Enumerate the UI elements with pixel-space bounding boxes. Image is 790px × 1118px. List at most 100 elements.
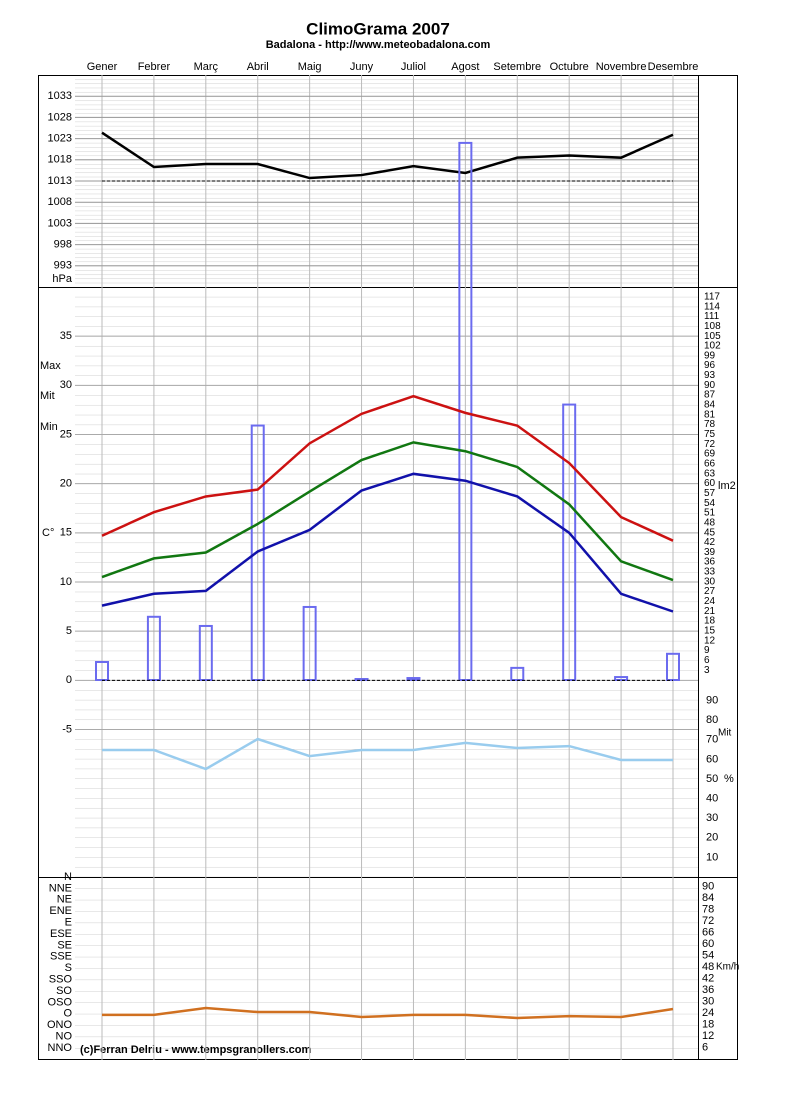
- legend-label: Mit: [40, 390, 55, 402]
- y-axis-label: C°: [42, 527, 54, 539]
- y2-tick-label: 48: [704, 517, 716, 528]
- y2-tick-label: 36: [704, 557, 716, 568]
- y2-tick-label: 102: [704, 341, 721, 352]
- y2-tick-label: 81: [704, 409, 716, 420]
- x-tick-label: Juliol: [401, 61, 426, 73]
- x-tick-label: Desembre: [648, 61, 699, 73]
- y-tick-label: 20: [60, 478, 72, 490]
- y2-tick-label: 117: [704, 291, 720, 302]
- x-tick-label: Agost: [451, 61, 479, 73]
- y2-tick-label: 24: [702, 1007, 714, 1019]
- x-tick-label: Febrer: [138, 61, 171, 73]
- x-tick-label: Setembre: [493, 61, 541, 73]
- y2-tick-label: 21: [704, 606, 716, 617]
- y2-tick-label: 42: [704, 537, 716, 548]
- y2-tick-label: 99: [704, 350, 716, 361]
- direction-label: ONO: [47, 1019, 73, 1031]
- y2-tick-label: 111: [704, 311, 720, 322]
- direction-label: NE: [57, 894, 72, 906]
- y2-tick-label: 96: [704, 360, 716, 371]
- legend-label: Min: [40, 421, 58, 433]
- y-tick-label: 15: [60, 527, 72, 539]
- x-tick-label: Març: [194, 61, 219, 73]
- y-tick-label: 1018: [48, 154, 72, 166]
- direction-label: NNE: [49, 882, 72, 894]
- y-tick-label: 1033: [48, 90, 72, 102]
- y2-tick-label: 45: [704, 527, 716, 538]
- pressure-line: [101, 131, 674, 180]
- y2-tick-label: 51: [704, 508, 716, 519]
- y2-axis-label: Km/h: [716, 962, 739, 973]
- temperature-line: [101, 472, 674, 613]
- x-tick-label: Octubre: [550, 61, 589, 73]
- y-axis-label: hPa: [52, 273, 72, 285]
- y2-tick-label: 30: [706, 812, 718, 824]
- y2-tick-label: 27: [704, 586, 716, 597]
- y2-tick-label: 3: [704, 665, 710, 676]
- y2-tick-label: 10: [706, 851, 718, 863]
- y2-tick-label: 108: [704, 321, 721, 332]
- y2-tick-label: 66: [704, 458, 716, 469]
- y2-tick-label: 40: [706, 793, 718, 805]
- direction-label: O: [63, 1008, 72, 1020]
- direction-label: SSO: [49, 974, 73, 986]
- y2-tick-label: 12: [704, 635, 716, 646]
- y2-tick-label: 18: [704, 616, 716, 627]
- direction-label: NO: [56, 1031, 73, 1043]
- precipitation-bar: [614, 676, 629, 681]
- y2-tick-label: 72: [702, 915, 714, 927]
- y2-tick-label: 39: [704, 547, 716, 558]
- y2-tick-label: 78: [702, 903, 714, 915]
- y2-tick-label: 75: [704, 429, 716, 440]
- direction-label: SE: [57, 939, 72, 951]
- direction-label: NNO: [48, 1042, 73, 1054]
- y2-tick-label: 114: [704, 301, 720, 312]
- precipitation-bar: [406, 677, 421, 681]
- y2-tick-label: 15: [704, 626, 716, 637]
- y2-tick-label: 72: [704, 439, 716, 450]
- y2-tick-label: 80: [706, 714, 718, 726]
- y2-tick-label: 84: [704, 400, 716, 411]
- y2-axis-label: %: [724, 773, 734, 785]
- y2-tick-label: 6: [702, 1041, 708, 1053]
- direction-label: ESE: [50, 928, 72, 940]
- y2-tick-label: 90: [702, 880, 714, 892]
- y2-tick-label: 93: [704, 370, 716, 381]
- temperature-line: [101, 441, 674, 582]
- y-tick-label: 25: [60, 428, 72, 440]
- y2-tick-label: 69: [704, 449, 716, 460]
- y-tick-label: 1008: [48, 196, 72, 208]
- direction-label: SSE: [50, 951, 72, 963]
- y-tick-label: 993: [54, 260, 72, 272]
- y2-tick-label: 24: [704, 596, 716, 607]
- direction-label: N: [64, 871, 72, 883]
- y2-tick-label: 30: [702, 995, 714, 1007]
- y2-tick-label: 18: [702, 1018, 714, 1030]
- y2-tick-label: 60: [706, 753, 718, 765]
- y2-tick-label: 60: [704, 478, 716, 489]
- y2-tick-label: 84: [702, 892, 714, 904]
- precipitation-bar: [354, 678, 369, 682]
- direction-label: SO: [56, 985, 72, 997]
- y2-tick-label: 9: [704, 645, 710, 656]
- legend-label: Mit: [718, 728, 732, 739]
- chart-subtitle: Badalona - http://www.meteobadalona.com: [266, 39, 491, 51]
- y-tick-label: 0: [66, 674, 72, 686]
- y2-tick-label: 36: [702, 984, 714, 996]
- y2-tick-label: 48: [702, 961, 714, 973]
- direction-label: OSO: [48, 996, 73, 1008]
- y-tick-label: 35: [60, 330, 72, 342]
- y-tick-label: 998: [54, 239, 72, 251]
- x-tick-label: Gener: [87, 61, 118, 73]
- y2-tick-label: 70: [706, 734, 718, 746]
- x-tick-label: Abril: [247, 61, 269, 73]
- y2-tick-label: 90: [706, 695, 718, 707]
- y-tick-label: -5: [62, 723, 72, 735]
- y2-tick-label: 90: [704, 380, 716, 391]
- humidity-line: [102, 737, 673, 771]
- y2-tick-label: 6: [704, 655, 710, 666]
- y-tick-label: 1013: [48, 175, 72, 187]
- y2-axis-label: lm2: [718, 480, 736, 492]
- y2-tick-label: 30: [704, 576, 716, 587]
